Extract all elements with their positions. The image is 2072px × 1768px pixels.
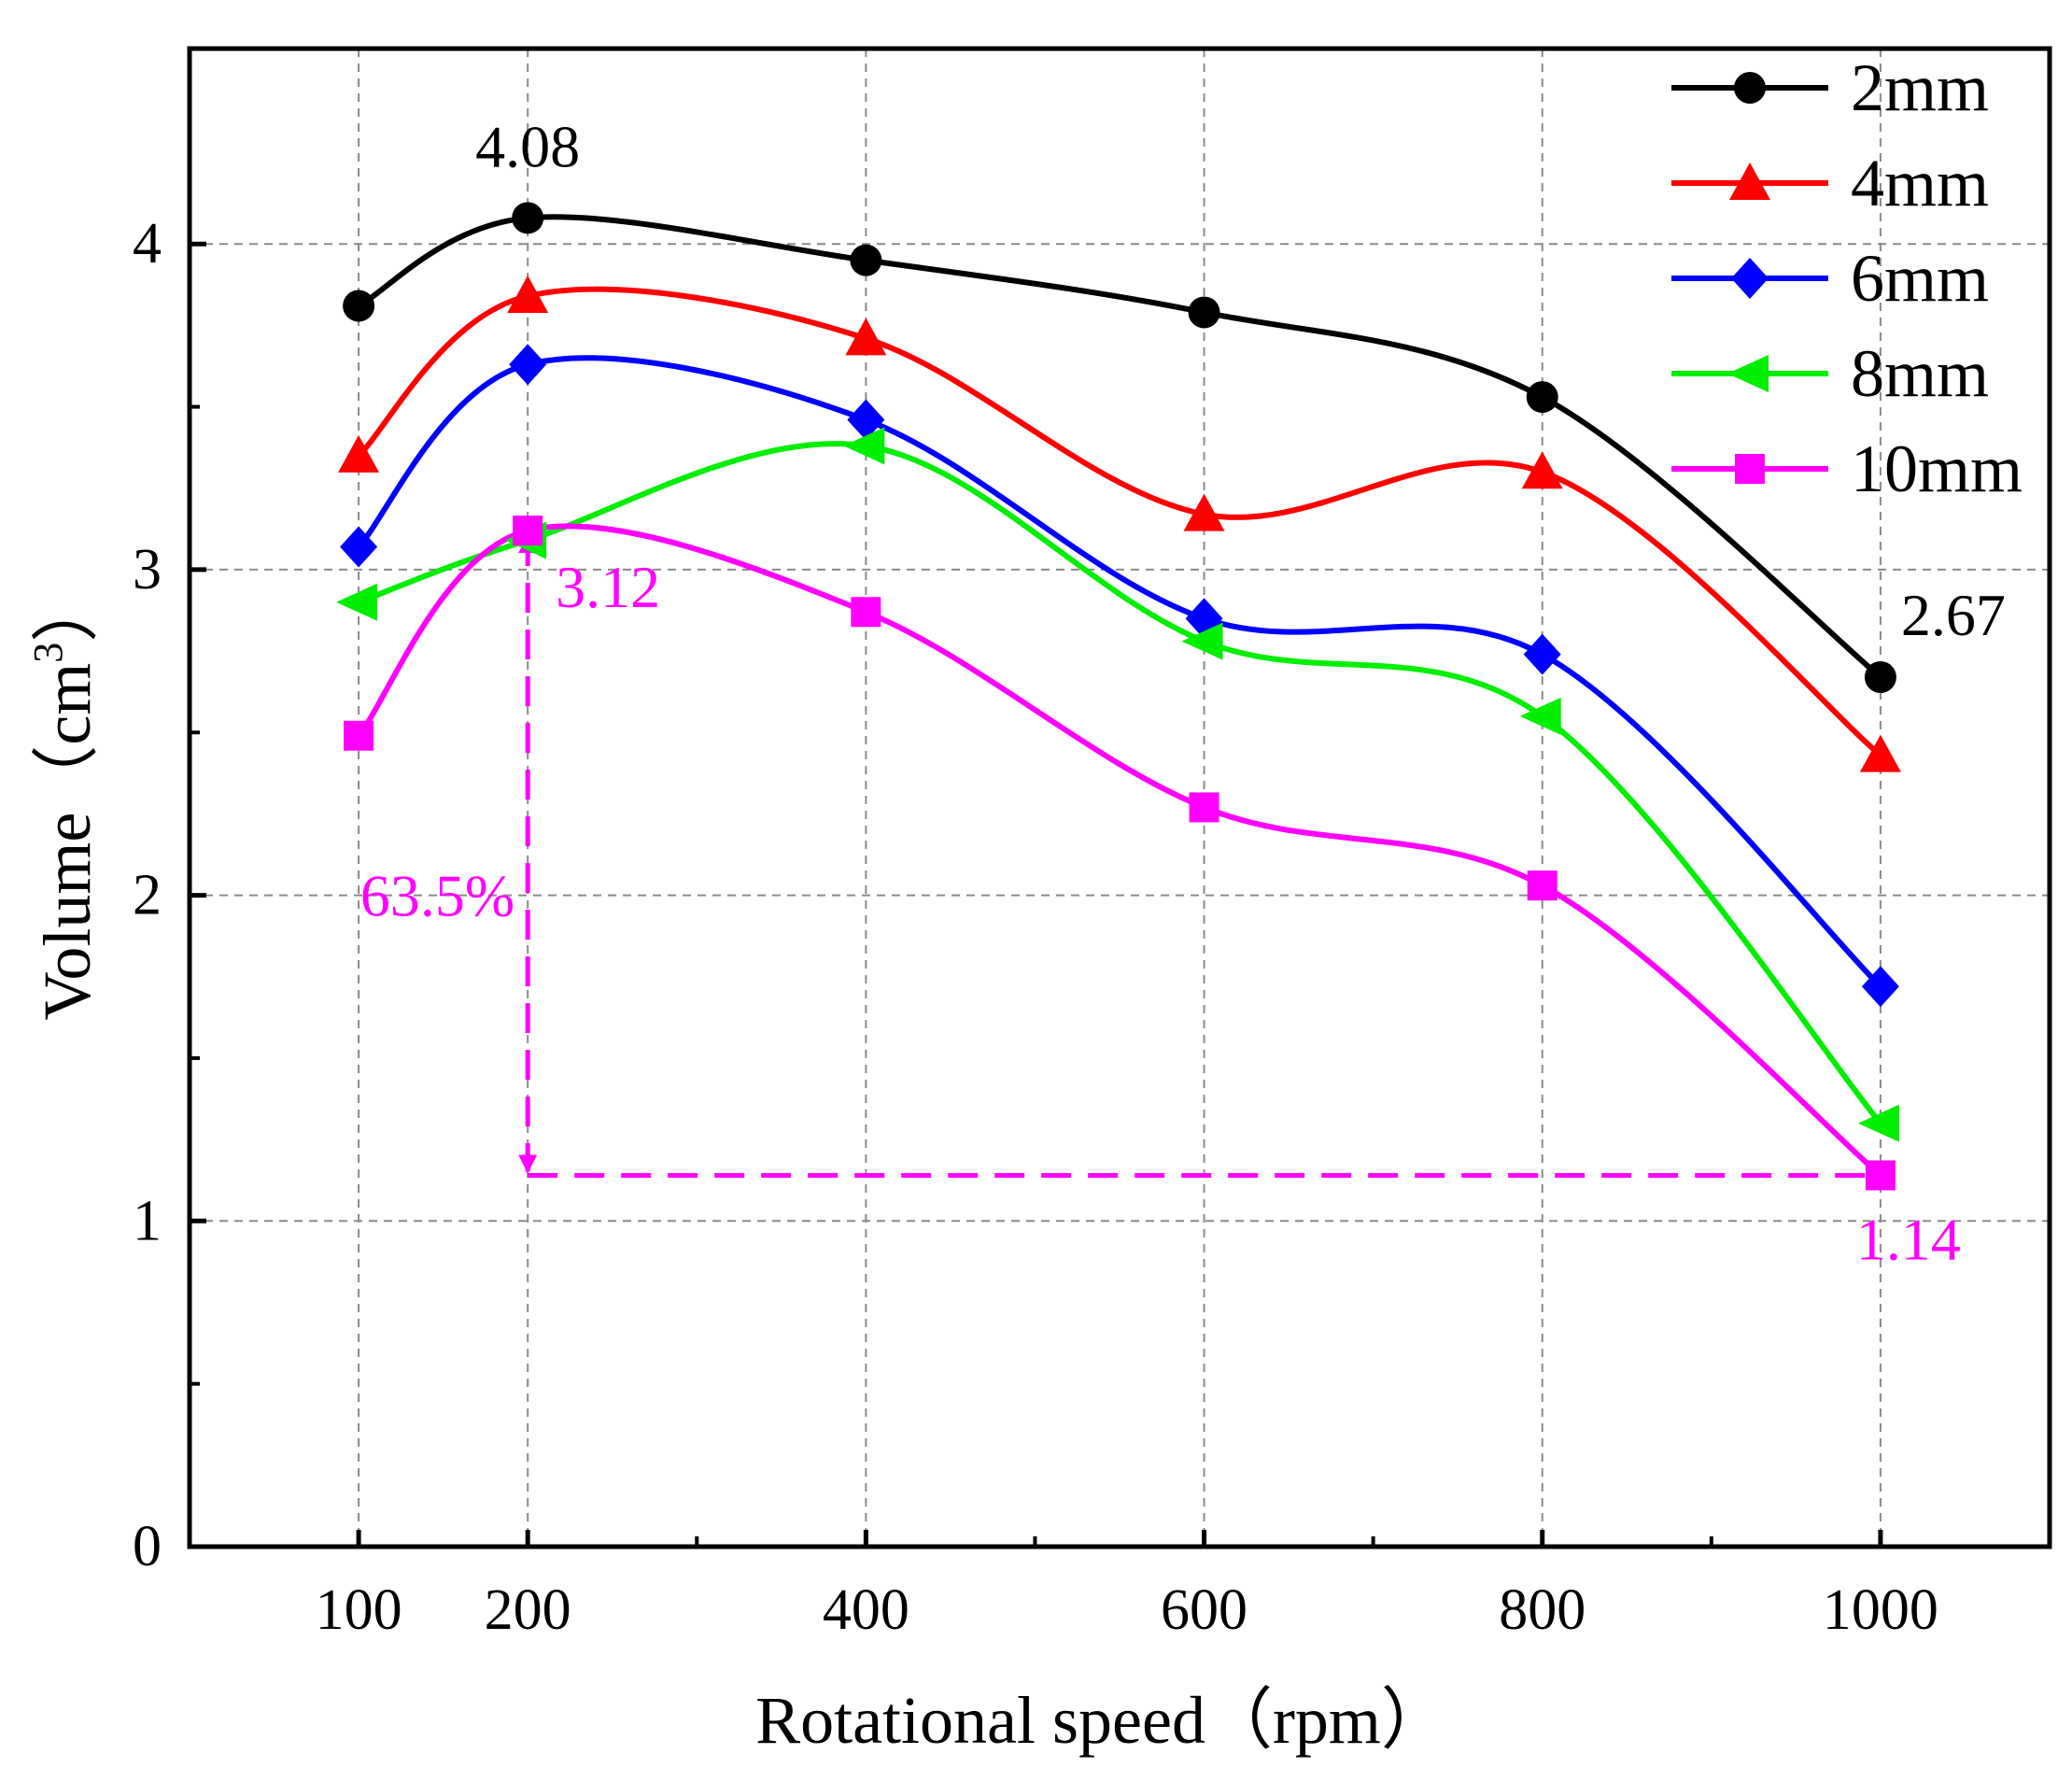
x-tick-label: 1000 <box>1823 1578 1938 1642</box>
plot-frame <box>187 46 2052 1549</box>
legend-label: 2mm <box>1851 50 1989 125</box>
data-point-8mm <box>843 427 885 465</box>
data-point-8mm <box>1857 1104 1899 1142</box>
data-point-2mm <box>1864 660 1896 693</box>
data-point-4mm <box>507 276 549 314</box>
data-point-10mm <box>513 516 543 546</box>
data-point-4mm <box>1859 734 1901 772</box>
axis-ticks: 100 200 400 600 800 1000 0 1 2 3 4 <box>133 212 1938 1642</box>
legend-label: 4mm <box>1851 146 1989 220</box>
data-label: 3.12 <box>556 554 660 620</box>
legend-marker-4mm <box>1729 163 1770 200</box>
data-point-8mm <box>1519 697 1561 735</box>
data-point-4mm <box>845 318 887 356</box>
data-point-6mm <box>509 344 547 386</box>
data-point-2mm <box>512 202 544 234</box>
y-tick-label: 2 <box>133 864 162 927</box>
legend-label: 8mm <box>1851 336 1989 411</box>
data-point-8mm <box>1181 622 1223 660</box>
data-label: 1.14 <box>1856 1206 1961 1272</box>
legend-marker-8mm <box>1727 355 1769 392</box>
y-tick-label: 0 <box>133 1515 162 1578</box>
data-point-4mm <box>338 434 380 473</box>
data-point-4mm <box>1521 451 1563 489</box>
data-point-2mm <box>850 244 882 276</box>
data-point-10mm <box>1527 870 1558 901</box>
data-point-10mm <box>1865 1160 1896 1191</box>
y-axis-title-superscript: 3 <box>25 643 71 663</box>
y-tick-label: 4 <box>133 212 162 276</box>
legend-label: 10mm <box>1851 431 2023 506</box>
x-tick-label: 400 <box>823 1578 909 1642</box>
series-markers <box>336 202 1901 1191</box>
annotations: 4.08 2.67 3.12 63.5% 1.14 <box>360 113 2006 1272</box>
x-tick-label: 200 <box>485 1578 571 1642</box>
legend-marker-6mm <box>1731 258 1769 299</box>
data-point-6mm <box>847 399 885 441</box>
x-tick-label: 800 <box>1499 1578 1586 1642</box>
plot-background <box>190 49 2050 1547</box>
legend-label: 6mm <box>1851 241 1989 316</box>
data-point-10mm <box>851 597 881 628</box>
data-point-4mm <box>1183 493 1225 531</box>
data-point-10mm <box>1189 792 1219 823</box>
data-point-10mm <box>344 720 374 751</box>
y-axis-title-end: ） <box>30 575 105 643</box>
y-tick-label: 1 <box>133 1189 162 1252</box>
data-point-2mm <box>1188 296 1220 329</box>
reduction-guide <box>518 534 1881 1178</box>
legend-marker-2mm <box>1734 72 1766 104</box>
data-point-6mm <box>340 526 378 568</box>
data-label: 63.5% <box>360 863 514 929</box>
x-tick-label: 600 <box>1161 1578 1247 1642</box>
data-point-6mm <box>1861 966 1899 1008</box>
legend: 2mm 4mm 6mm 8mm 10mm <box>1671 50 2023 506</box>
y-axis-title-main: Volume（cm <box>30 663 105 1021</box>
data-point-8mm <box>336 583 378 621</box>
x-axis-title: Rotational speed（rpm） <box>755 1683 1448 1758</box>
legend-marker-10mm <box>1735 454 1765 484</box>
data-point-2mm <box>1526 381 1558 414</box>
data-point-6mm <box>1523 633 1561 675</box>
data-label: 2.67 <box>1901 582 2006 648</box>
y-axis-title: Volume（cm3） <box>25 575 105 1021</box>
y-tick-label: 3 <box>133 538 162 601</box>
x-tick-label: 100 <box>316 1578 402 1642</box>
data-label: 4.08 <box>475 113 580 179</box>
data-point-2mm <box>343 290 375 322</box>
